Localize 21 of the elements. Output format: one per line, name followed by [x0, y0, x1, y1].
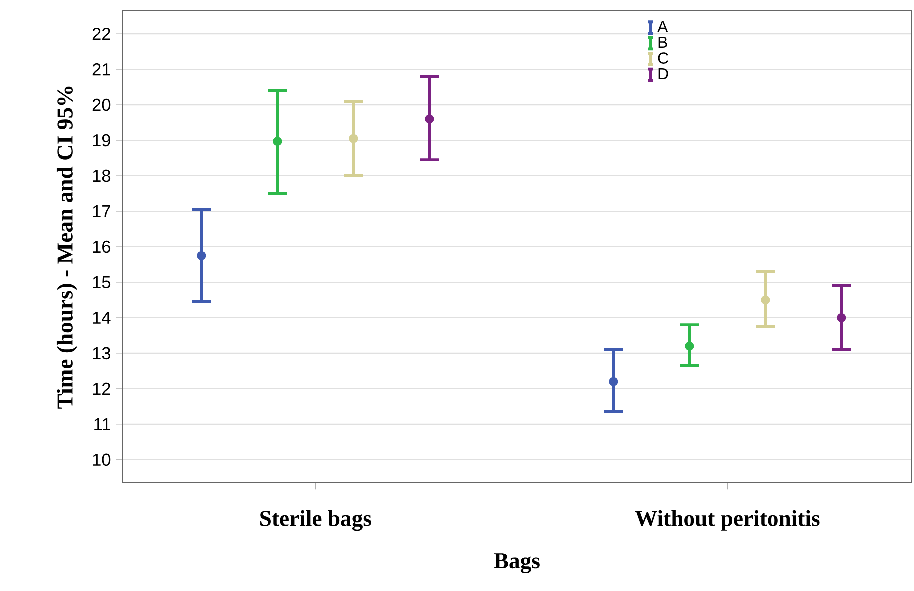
x-tick-label: Sterile bags [260, 510, 372, 532]
legend-label: C [658, 52, 668, 64]
y-tick-label: 16 [93, 240, 111, 254]
y-tick-label: 12 [93, 382, 110, 395]
y-tick-label: 14 [93, 312, 111, 324]
y-tick-label: 19 [93, 134, 110, 147]
y-tick-label: 20 [92, 98, 111, 112]
y-tick-label: 13 [93, 347, 111, 360]
x-tick-label: Without peritonitis [635, 510, 820, 531]
y-tick-label: 21 [92, 63, 110, 76]
y-tick-label: 18 [93, 170, 111, 182]
legend-label: A [658, 21, 668, 32]
y-axis-title: Time (hours) - Mean and CI 95% [56, 86, 78, 409]
y-tick-label: 15 [93, 276, 111, 289]
y-tick-label: 10 [93, 454, 111, 466]
y-tick-label: 17 [93, 206, 110, 218]
y-tick-label: 22 [92, 28, 110, 40]
legend-label: B [658, 36, 668, 48]
legend-label: D [658, 68, 668, 80]
y-tick-label: 11 [94, 418, 110, 430]
x-axis-title: Bags [494, 554, 540, 574]
